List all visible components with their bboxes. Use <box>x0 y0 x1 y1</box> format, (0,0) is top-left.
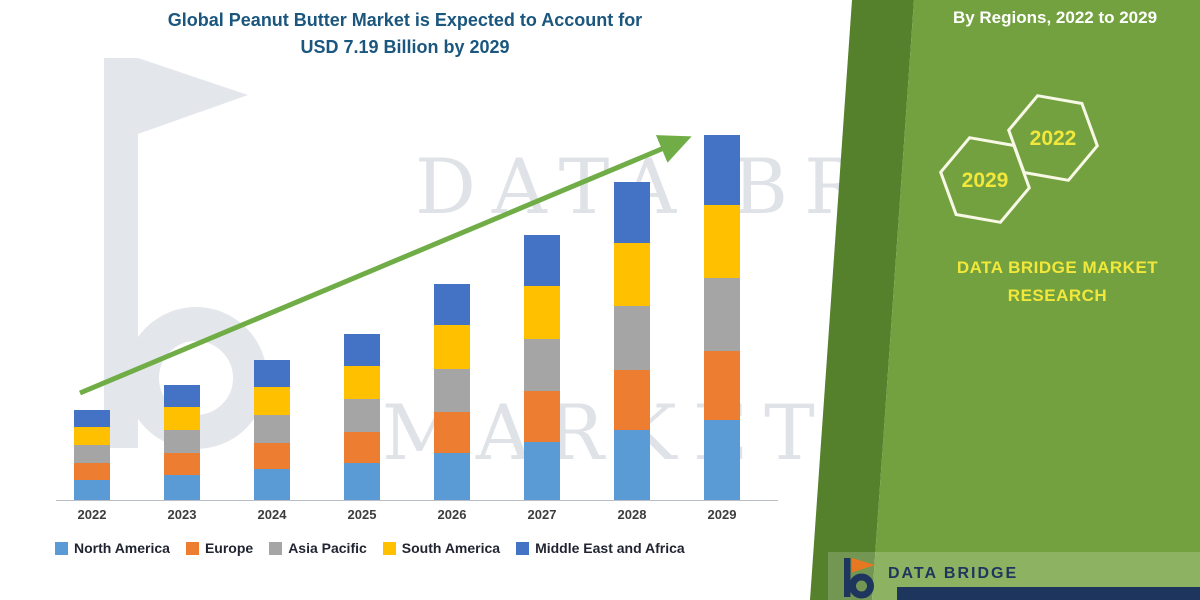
bar-2024 <box>254 360 290 500</box>
legend: North America Europe Asia Pacific South Ame… <box>55 540 685 556</box>
side-panel-brand-line1: DATA BRIDGE MARKET <box>956 258 1159 277</box>
bar-segment-2028 <box>614 369 650 430</box>
bar-segment-2029 <box>704 277 740 351</box>
axis-label-2023: 2023 <box>167 507 197 522</box>
bar-segment-2024 <box>254 469 290 500</box>
axis-label-2029: 2029 <box>707 507 737 522</box>
bar-segment-2025 <box>344 334 380 366</box>
bar-segment-2022 <box>74 427 110 446</box>
bar-segment-2022 <box>74 480 110 500</box>
bar-segment-2027 <box>524 285 560 339</box>
legend-swatch <box>55 541 68 555</box>
bar-segment-2025 <box>344 431 380 464</box>
bar-segment-2028 <box>614 306 650 370</box>
axis-label-2026: 2026 <box>437 507 467 522</box>
axis-label-2022: 2022 <box>77 507 107 522</box>
bar-segment-2024 <box>254 360 290 387</box>
chart-title-line2: USD 7.19 Billion by 2029 <box>300 37 510 57</box>
legend-label: South America <box>401 540 501 556</box>
bar-segment-2029 <box>704 204 740 278</box>
bar-segment-2023 <box>164 474 200 500</box>
legend-label: North America <box>74 540 170 556</box>
hexagon-badges: 2029 2022 <box>938 94 1100 224</box>
bar-segment-2022 <box>74 462 110 481</box>
legend-swatch <box>516 541 530 555</box>
bar-segment-2024 <box>254 386 290 415</box>
hexagon-2022-label: 2022 <box>1030 127 1077 150</box>
bar-segment-2028 <box>614 182 650 243</box>
bar-segment-2023 <box>164 385 200 408</box>
bar-2028 <box>614 182 650 500</box>
bar-segment-2027 <box>524 338 560 392</box>
axis-label-2024: 2024 <box>257 507 287 522</box>
legend-item-south-america: South America <box>382 540 501 556</box>
legend-item-middle-east-and-africa: Middle East and Africa <box>516 540 685 556</box>
bar-segment-2027 <box>524 441 560 500</box>
side-panel-brand-line2: RESEARCH <box>1007 286 1108 305</box>
bar-segment-2026 <box>434 452 470 500</box>
bar-segment-2024 <box>254 442 290 469</box>
bar-segment-2025 <box>344 463 380 500</box>
legend-swatch <box>185 541 199 555</box>
bar-segment-2025 <box>344 398 380 432</box>
legend-label: Asia Pacific <box>288 540 367 556</box>
bar-segment-2022 <box>74 445 110 463</box>
axis-label-2025: 2025 <box>347 507 377 522</box>
bar-segment-2029 <box>704 350 740 421</box>
legend-item-north-america: North America <box>55 540 170 556</box>
legend-label: Europe <box>204 540 254 556</box>
bar-segment-2029 <box>704 420 740 500</box>
legend-item-europe: Europe <box>185 540 254 556</box>
bar-2025 <box>344 334 380 500</box>
bar-segment-2022 <box>74 410 110 428</box>
chart-title-line1: Global Peanut Butter Market is Expected … <box>167 10 643 30</box>
bar-segment-2025 <box>344 365 380 399</box>
bar-segment-2023 <box>164 430 200 453</box>
legend-item-asia-pacific: Asia Pacific <box>269 540 367 556</box>
bar-segment-2024 <box>254 414 290 443</box>
bar-segment-2028 <box>614 429 650 500</box>
bar-2029 <box>704 135 740 500</box>
bar-segment-2026 <box>434 368 470 412</box>
legend-swatch <box>382 541 396 555</box>
footer-navy-strip <box>897 587 1200 600</box>
databridge-logo <box>844 558 875 599</box>
chart-title: Global Peanut Butter Market is Expected … <box>55 7 755 61</box>
axis-label-2027: 2027 <box>527 507 557 522</box>
bar-segment-2028 <box>614 242 650 307</box>
bar-segment-2026 <box>434 411 470 453</box>
side-panel-brand: DATA BRIDGE MARKET RESEARCH <box>925 254 1190 310</box>
bar-2027 <box>524 235 560 500</box>
bar-segment-2029 <box>704 135 740 205</box>
axis-label-2028: 2028 <box>617 507 647 522</box>
bar-segment-2027 <box>524 391 560 442</box>
legend-label: Middle East and Africa <box>535 540 685 556</box>
bar-segment-2026 <box>434 325 470 369</box>
bar-segment-2023 <box>164 452 200 475</box>
hexagon-2022 <box>1006 94 1100 182</box>
bar-segment-2027 <box>524 235 560 286</box>
side-panel-heading: By Regions, 2022 to 2029 <box>952 8 1158 27</box>
bar-2026 <box>434 284 470 500</box>
bar-2023 <box>164 385 200 500</box>
bar-segment-2023 <box>164 407 200 431</box>
x-axis-line <box>56 500 778 501</box>
bar-2022 <box>74 410 110 500</box>
bar-segment-2026 <box>434 284 470 326</box>
legend-swatch <box>269 541 283 555</box>
hexagon-2029-label: 2029 <box>962 169 1009 192</box>
footer-brand-text: DATA BRIDGE <box>888 565 1019 582</box>
